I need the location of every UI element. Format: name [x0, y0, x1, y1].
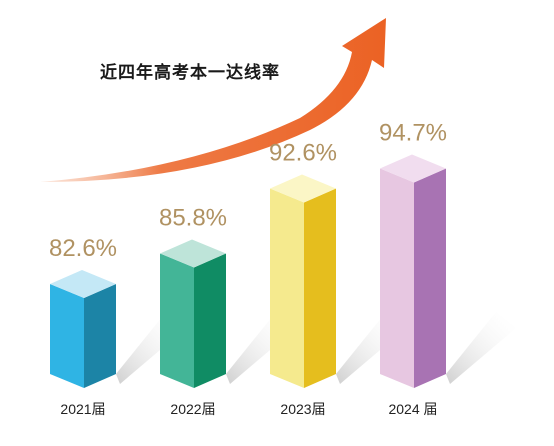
bar-side-face — [304, 188, 336, 388]
bar-front-face — [160, 253, 194, 388]
bar-1 — [50, 270, 116, 388]
bar-value-label: 85.8% — [159, 204, 227, 231]
bar-2 — [160, 239, 226, 388]
category-label: 2022届 — [170, 401, 215, 417]
category-label: 2024 届 — [388, 401, 437, 417]
bar-4 — [380, 154, 446, 388]
bar-value-label: 94.7% — [379, 119, 447, 146]
bar-front-face — [380, 168, 414, 388]
bar-3 — [270, 174, 336, 388]
category-label: 2023届 — [280, 401, 325, 417]
chart-title: 近四年高考本一达线率 — [100, 63, 280, 83]
bar-top-face — [270, 174, 336, 203]
bar-front-face — [50, 284, 84, 388]
bar-side-face — [84, 284, 116, 388]
bar-top-face — [50, 270, 116, 298]
bar-side-face — [414, 168, 446, 388]
bar-front-face — [270, 188, 304, 388]
bar-top-face — [380, 154, 446, 183]
bar-side-face — [194, 253, 226, 388]
bar-value-label: 92.6% — [269, 140, 337, 167]
bar-value-label: 82.6% — [49, 235, 117, 262]
category-label: 2021届 — [60, 401, 105, 417]
bar-top-face — [160, 239, 226, 268]
bar-shadow-4 — [446, 312, 516, 384]
